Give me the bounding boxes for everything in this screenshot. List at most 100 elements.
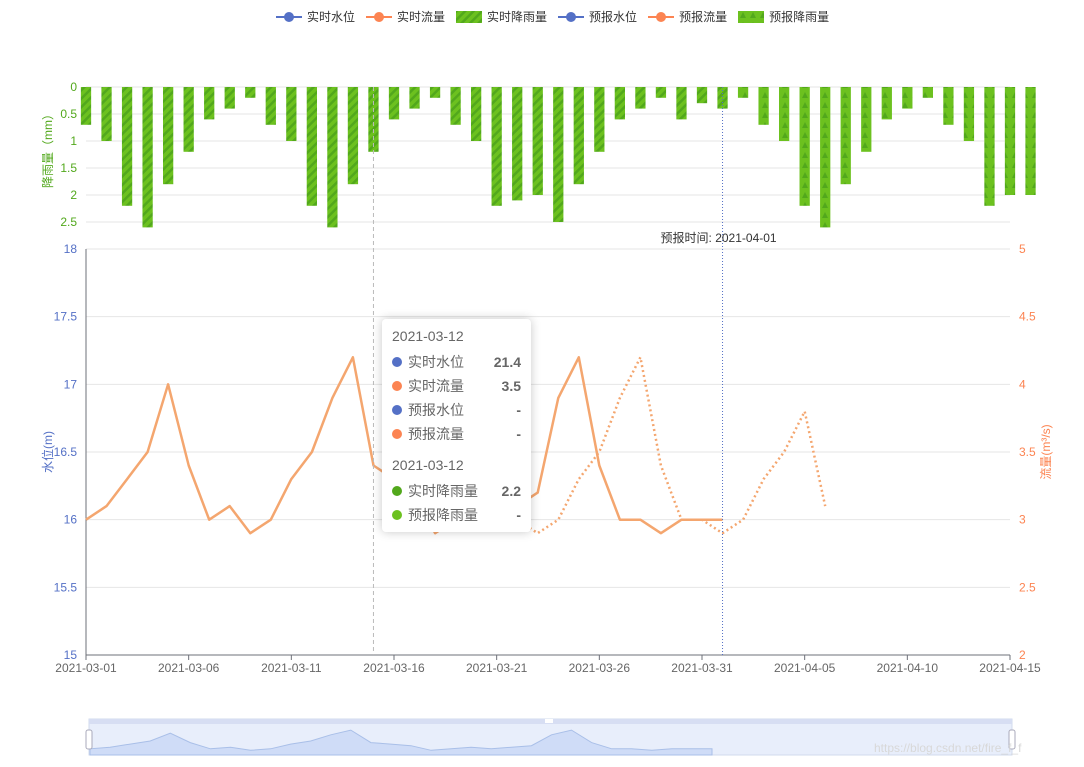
rain-bar <box>737 87 749 98</box>
level-tick-label: 16.5 <box>54 445 78 459</box>
legend-item[interactable]: 预报水位 <box>558 8 637 25</box>
tooltip-marker-icon <box>392 486 402 496</box>
rain-bar <box>388 87 400 120</box>
rain-bar <box>80 87 92 125</box>
tooltip-marker-icon <box>392 405 402 415</box>
x-tick-label: 2021-04-10 <box>877 661 939 675</box>
rain-bar <box>121 87 133 206</box>
legend-item[interactable]: 实时流量 <box>366 8 445 25</box>
rain-bar <box>471 87 482 141</box>
legend-label: 实时降雨量 <box>487 10 548 24</box>
tooltip-row: 实时降雨量 2.2 <box>392 479 521 503</box>
forecast-label: 预报时间: 2021-04-01 <box>661 230 777 245</box>
level-tick-label: 17.5 <box>54 310 78 324</box>
legend: 实时水位 实时流量 实时降雨量 预报水位 预报流量 预报降雨量 <box>276 8 829 25</box>
tooltip-marker-icon <box>392 381 402 391</box>
rain-tick-label: 0.5 <box>60 107 77 121</box>
rain-bar <box>286 87 297 141</box>
rain-bar <box>512 87 523 201</box>
x-tick-label: 2021-04-05 <box>774 661 836 675</box>
rain-bar <box>183 87 194 152</box>
rain-bar <box>881 87 892 120</box>
tooltip-row: 实时水位 21.4 <box>392 350 521 374</box>
rain-bar <box>163 87 174 185</box>
rain-bar <box>861 87 872 152</box>
legend-label: 实时水位 <box>307 10 356 24</box>
tooltip-row: 预报降雨量 - <box>392 503 521 527</box>
rain-bar <box>553 87 564 222</box>
rain-bar <box>943 87 954 125</box>
rain-bar <box>532 87 543 195</box>
rain-bar <box>963 87 975 141</box>
x-tick-label: 2021-03-21 <box>466 661 528 675</box>
level-axis-title: 水位(m) <box>40 431 55 473</box>
level-tick-label: 18 <box>64 242 78 256</box>
tooltip-date-1: 2021-03-12 <box>392 328 464 344</box>
rain-bar <box>347 87 359 185</box>
legend-item[interactable]: 实时降雨量 <box>456 8 547 25</box>
x-tick-label: 2021-03-01 <box>55 661 117 675</box>
x-tick-label: 2021-03-31 <box>671 661 733 675</box>
tooltip-series-value: 3.5 <box>501 378 521 394</box>
flow-tick-label: 5 <box>1019 242 1026 256</box>
datazoom-handle-right[interactable] <box>1008 729 1016 750</box>
tooltip-series-name: 预报水位 <box>408 402 464 418</box>
rain-bar <box>779 87 790 141</box>
rain-tick-label: 0 <box>70 80 77 94</box>
flow-axis-title: 流量(m³/s) <box>1039 424 1053 479</box>
tooltip-row: 实时流量 3.5 <box>392 374 521 398</box>
tooltip-series-value: - <box>516 426 521 442</box>
tooltip-series-name: 实时水位 <box>408 354 464 370</box>
tooltip-series-value: 21.4 <box>493 354 521 370</box>
rain-bar <box>450 87 461 125</box>
legend-item[interactable]: 预报流量 <box>648 8 727 25</box>
datazoom-preview-area <box>89 729 713 756</box>
legend-label: 预报流量 <box>679 10 728 24</box>
rain-bar <box>491 87 502 206</box>
watermark: https://blog.csdn.net/fire_f_f <box>874 741 1022 755</box>
flow-tick-label: 2 <box>1019 648 1026 662</box>
forecast-flow-line <box>516 356 827 535</box>
flow-tick-label: 4.5 <box>1019 310 1036 324</box>
rain-bar <box>306 87 317 206</box>
rain-bar <box>758 87 769 125</box>
tooltip-row: 预报流量 - <box>392 422 521 446</box>
rain-bar <box>922 87 933 98</box>
rain-tick-label: 1.5 <box>60 161 77 175</box>
legend-bar-icon <box>456 10 483 23</box>
legend-label: 预报水位 <box>589 10 638 24</box>
rain-bar <box>1025 87 1036 195</box>
tooltip-series-value: 2.2 <box>501 483 521 499</box>
rain-tick-label: 1 <box>70 134 77 148</box>
rain-bar <box>368 87 379 152</box>
datazoom-handle-left[interactable] <box>85 729 93 750</box>
rain-bar <box>614 87 625 120</box>
legend-line-icon <box>366 11 393 22</box>
rain-bar <box>224 87 235 109</box>
rain-bar <box>676 87 687 120</box>
flow-tick-label: 2.5 <box>1019 580 1036 594</box>
rain-bar <box>204 87 215 120</box>
rain-bar <box>101 87 112 141</box>
tooltip-date-2: 2021-03-12 <box>392 457 464 473</box>
level-tick-label: 15.5 <box>54 580 78 594</box>
rain-bar <box>327 87 338 228</box>
x-tick-label: 2021-03-11 <box>261 661 322 675</box>
legend-item[interactable]: 预报降雨量 <box>738 8 829 25</box>
rain-bar <box>696 87 708 104</box>
legend-item[interactable]: 实时水位 <box>276 8 355 25</box>
rain-bar <box>245 87 256 98</box>
tooltip-row: 预报水位 - <box>392 398 521 422</box>
legend-label: 实时流量 <box>397 10 446 24</box>
legend-bar-icon <box>738 10 765 23</box>
tooltip-series-value: - <box>516 402 521 418</box>
x-tick-label: 2021-04-15 <box>979 661 1041 675</box>
rain-bar <box>717 87 728 109</box>
rain-bar <box>655 87 667 98</box>
flow-tick-label: 3.5 <box>1019 445 1036 459</box>
rain-bar <box>1004 87 1016 195</box>
tooltip-marker-icon <box>392 357 402 367</box>
tooltip-series-name: 实时流量 <box>408 378 464 394</box>
legend-line-icon <box>276 11 302 22</box>
